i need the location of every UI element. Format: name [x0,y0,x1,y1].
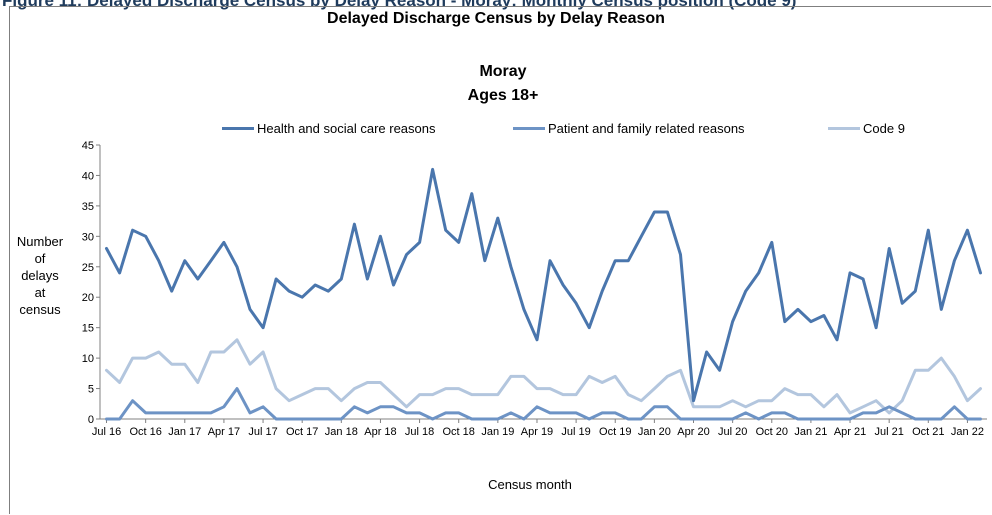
y-tick-label: 25 [82,262,94,274]
series-line-code-9 [107,340,981,413]
x-tick-label: Apr 19 [521,426,553,438]
x-tick-label: Oct 18 [443,426,475,438]
y-tick-label: 15 [82,323,94,335]
series-line-patient-family [107,389,981,419]
x-tick-label: Apr 17 [208,426,240,438]
y-tick-label: 20 [82,292,94,304]
y-tick-label: 30 [82,231,94,243]
y-tick-label: 10 [82,353,94,365]
x-tick-label: Jul 19 [561,426,590,438]
x-tick-label: Jul 17 [248,426,277,438]
x-tick-label: Oct 20 [756,426,788,438]
x-tick-label: Jan 18 [325,426,358,438]
y-tick-label: 5 [88,384,94,396]
x-tick-label: Jul 18 [405,426,434,438]
x-tick-label: Apr 20 [677,426,709,438]
x-tick-label: Jan 17 [168,426,201,438]
x-tick-label: Jan 19 [481,426,514,438]
y-tick-label: 35 [82,201,94,213]
x-tick-label: Oct 21 [912,426,944,438]
y-tick-label: 40 [82,170,94,182]
x-tick-label: Oct 16 [129,426,161,438]
y-tick-label: 45 [82,140,94,152]
x-tick-label: Apr 18 [364,426,396,438]
x-tick-label: Jul 16 [92,426,121,438]
y-tick-label: 0 [88,414,94,426]
x-tick-label: Jul 20 [718,426,747,438]
series-line-health-social-care [107,169,981,400]
x-tick-label: Jul 21 [874,426,903,438]
x-tick-label: Apr 21 [834,426,866,438]
x-tick-label: Oct 17 [286,426,318,438]
x-tick-label: Jan 20 [638,426,671,438]
x-tick-label: Jan 21 [794,426,827,438]
x-tick-label: Jan 22 [951,426,984,438]
x-tick-label: Oct 19 [599,426,631,438]
